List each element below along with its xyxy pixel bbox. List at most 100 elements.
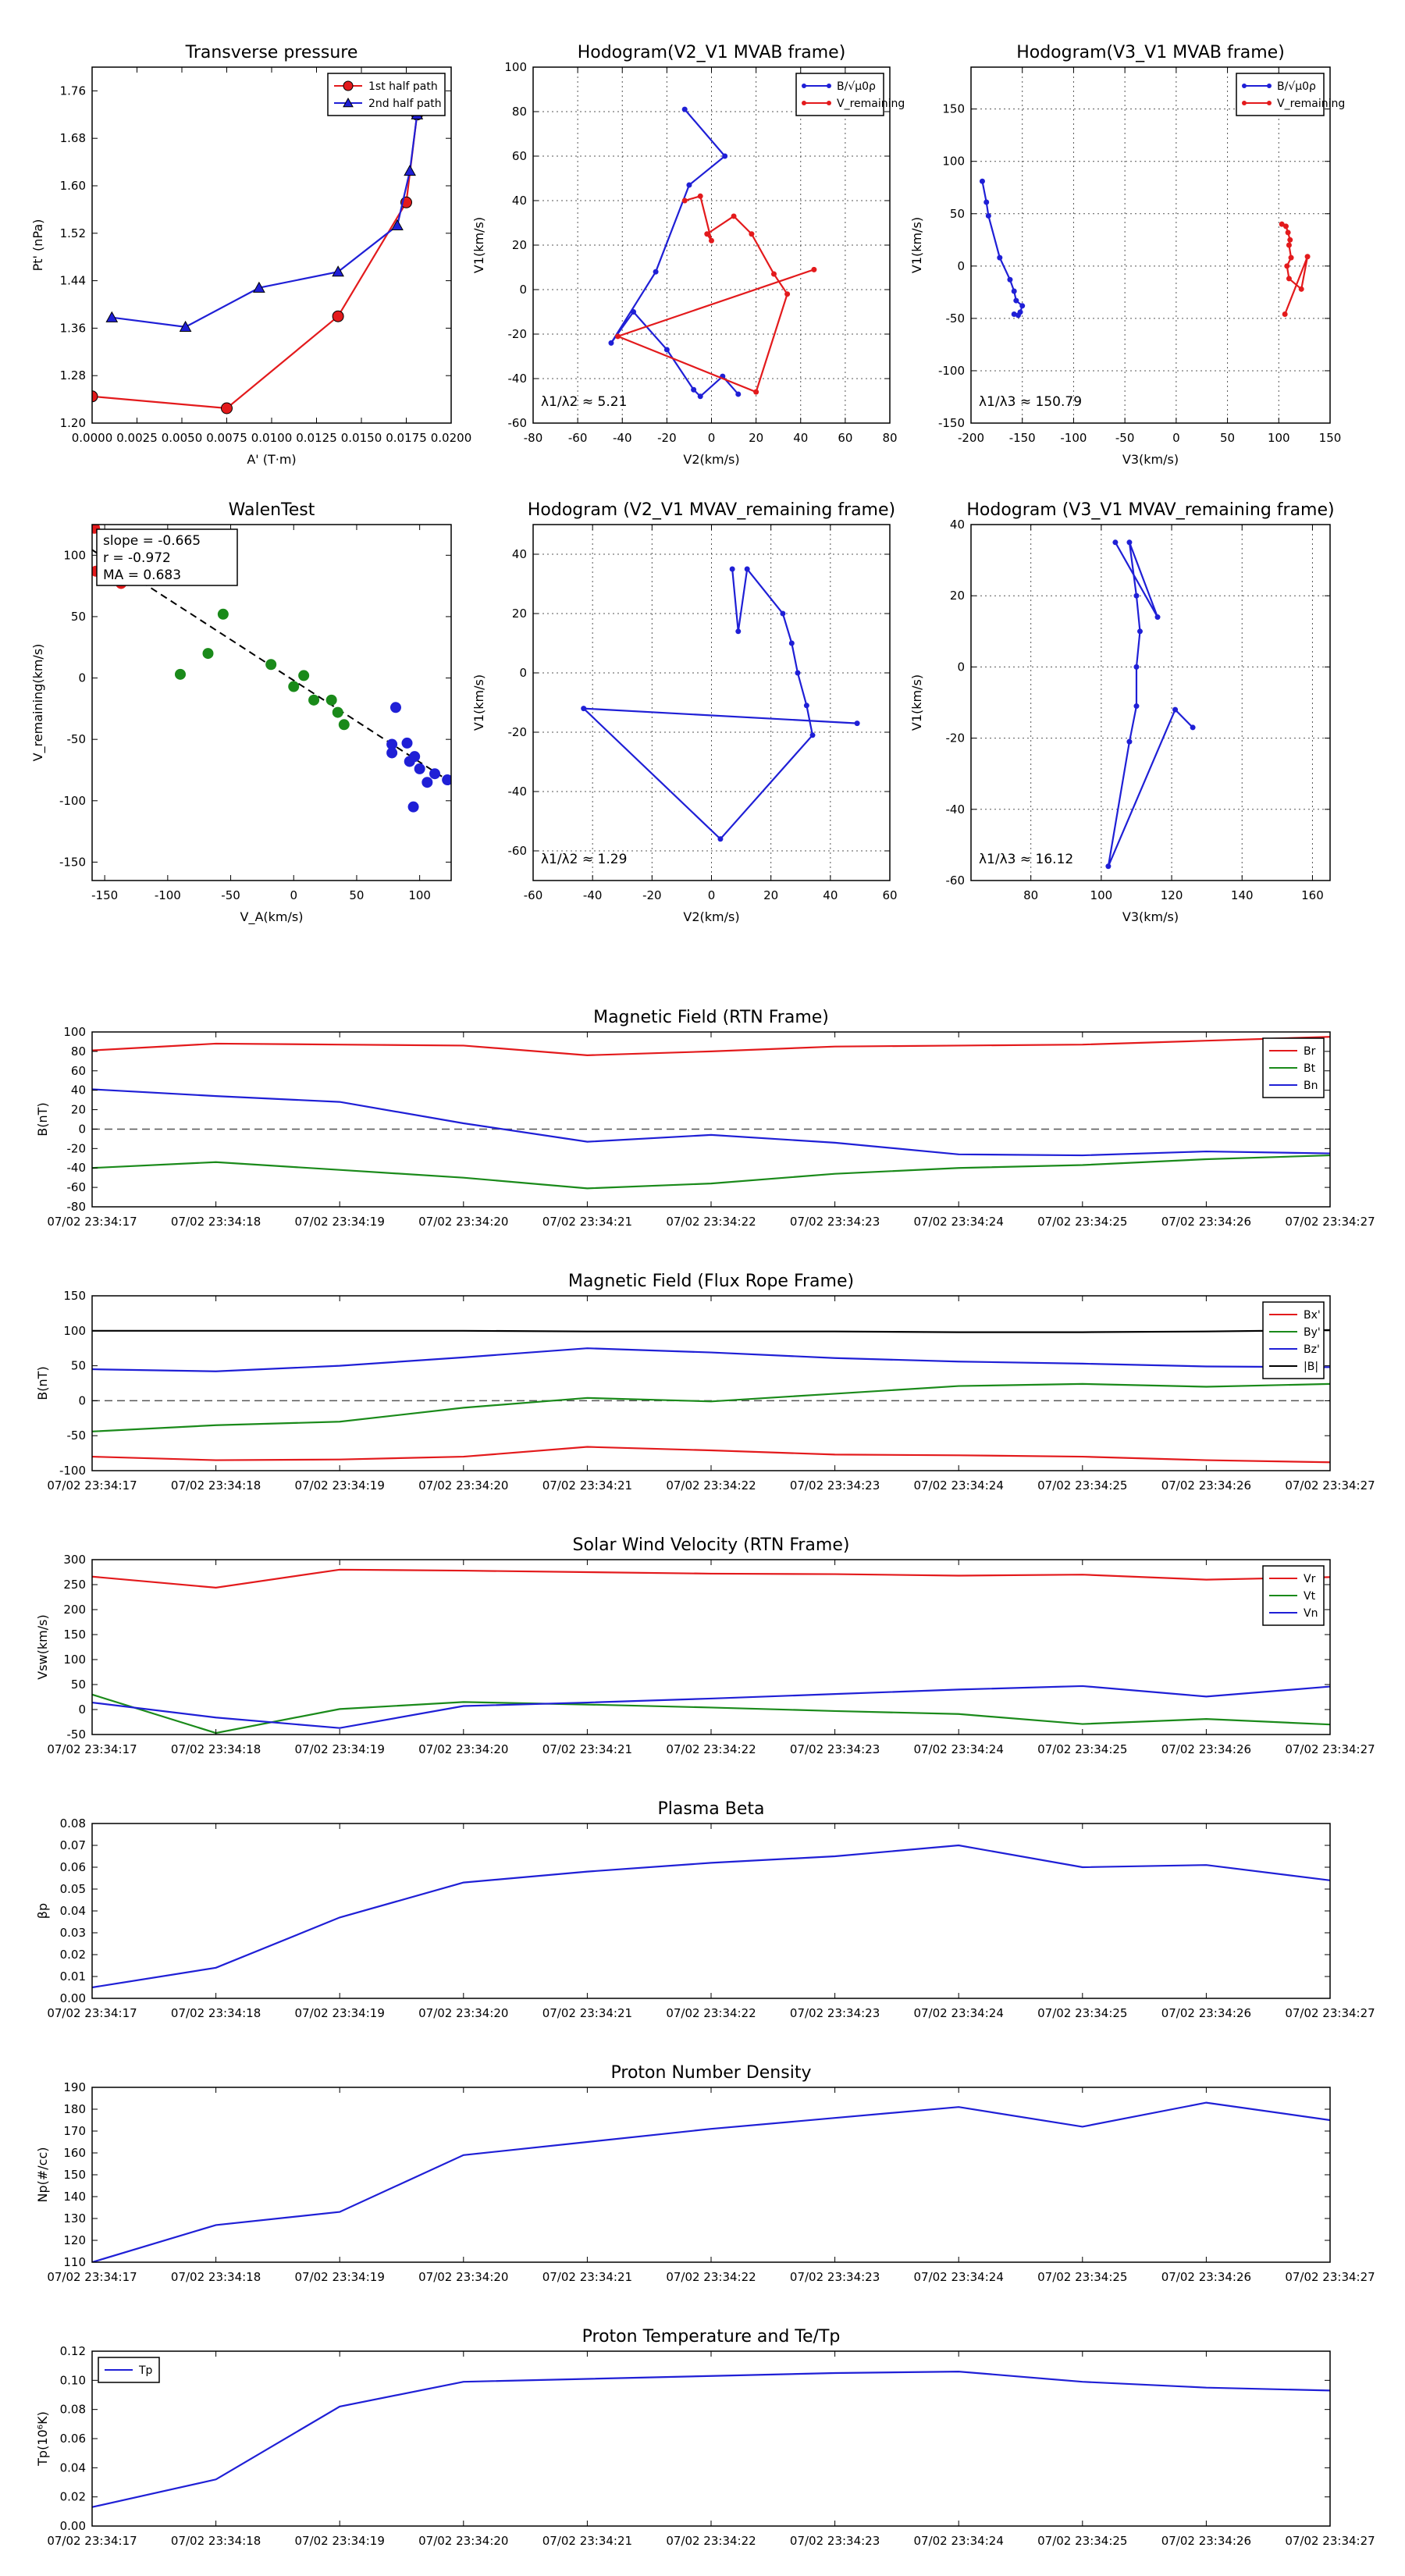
y-tick-label: 150 bbox=[942, 102, 965, 116]
x-tick-label: 80 bbox=[882, 431, 897, 445]
y-tick-label: 150 bbox=[63, 1628, 86, 1642]
y-tick-label: -100 bbox=[59, 794, 86, 808]
x-tick-label: 0.0150 bbox=[341, 431, 382, 445]
y-tick-label: 1.36 bbox=[60, 321, 86, 335]
y-tick-label: -50 bbox=[67, 1429, 87, 1443]
y-tick-label: 1.76 bbox=[60, 84, 86, 98]
x-tick-label: 07/02 23:34:20 bbox=[418, 2270, 508, 2284]
y-tick-label: 200 bbox=[63, 1603, 86, 1617]
data-point-V bbox=[780, 610, 786, 617]
axes-frame bbox=[91, 2350, 1331, 2527]
x-tick-label: 0.0100 bbox=[251, 431, 293, 445]
data-point-V bbox=[1172, 706, 1179, 713]
y-axis-label: B(nT) bbox=[35, 1366, 50, 1400]
x-axis-label: V3(km/s) bbox=[1122, 452, 1179, 467]
data-point-1st half path bbox=[92, 390, 98, 403]
chart-title: Hodogram (V3_V1 MVAV_remaining frame) bbox=[966, 500, 1334, 520]
y-tick-label: 0.01 bbox=[60, 1969, 86, 1984]
x-tick-label: 07/02 23:34:23 bbox=[790, 2006, 880, 2020]
stats-box bbox=[96, 528, 238, 586]
x-tick-label: 07/02 23:34:25 bbox=[1037, 2270, 1127, 2284]
y-tick-label: -40 bbox=[67, 1161, 87, 1175]
data-point-B/√μ0ρ bbox=[985, 212, 991, 219]
x-tick-label: 07/02 23:34:26 bbox=[1161, 1742, 1251, 1756]
y-tick-label: 100 bbox=[942, 155, 965, 169]
x-tick-label: 07/02 23:34:26 bbox=[1161, 1215, 1251, 1229]
series-line-Vn bbox=[92, 1685, 1330, 1729]
x-tick-label: 07/02 23:34:26 bbox=[1161, 1478, 1251, 1493]
x-tick-label: -60 bbox=[568, 431, 588, 445]
y-tick-label: -40 bbox=[946, 802, 966, 817]
data-point-2nd half path bbox=[253, 281, 265, 293]
data-point-B/√μ0ρ bbox=[681, 106, 688, 112]
axes-frame bbox=[91, 2087, 1331, 2263]
y-axis-label: V1(km/s) bbox=[471, 217, 486, 273]
x-tick-label: 0.0125 bbox=[296, 431, 337, 445]
data-point-V_remaining bbox=[1286, 242, 1292, 248]
x-tick-label: 07/02 23:34:25 bbox=[1037, 1478, 1127, 1493]
data-point-V_remaining bbox=[704, 231, 710, 237]
data-point-V bbox=[1126, 539, 1133, 546]
x-tick-label: 07/02 23:34:24 bbox=[914, 2006, 1004, 2020]
data-point-1st half path bbox=[332, 310, 344, 322]
legend: Bx' By' Bz' |B| bbox=[1262, 1301, 1325, 1379]
x-tick-label: 0 bbox=[290, 888, 297, 902]
x-tick-label: 07/02 23:34:26 bbox=[1161, 2534, 1251, 2548]
x-tick-label: 07/02 23:34:23 bbox=[790, 1478, 880, 1493]
x-tick-label: 20 bbox=[763, 888, 778, 902]
chart-title: Hodogram (V2_V1 MVAV_remaining frame) bbox=[528, 500, 895, 520]
x-tick-label: 07/02 23:34:22 bbox=[666, 2534, 756, 2548]
x-tick-label: 07/02 23:34:27 bbox=[1285, 1215, 1375, 1229]
series-line-B/√μ0ρ bbox=[610, 109, 739, 398]
data-point-V bbox=[1136, 628, 1143, 635]
y-tick-label: 0.02 bbox=[60, 1948, 86, 1962]
series-line-1st half path bbox=[92, 114, 418, 410]
data-point-green bbox=[308, 694, 320, 706]
y-tick-label: 40 bbox=[950, 518, 965, 532]
data-point-B/√μ0ρ bbox=[608, 340, 614, 346]
y-tick-label: 20 bbox=[950, 589, 965, 603]
x-axis-label: V3(km/s) bbox=[1122, 909, 1179, 924]
x-tick-label: 07/02 23:34:17 bbox=[47, 2270, 137, 2284]
y-tick-label: 150 bbox=[63, 2168, 86, 2182]
y-tick-label: 0 bbox=[78, 1393, 86, 1407]
data-point-B/√μ0ρ bbox=[653, 269, 659, 275]
x-tick-label: -50 bbox=[221, 888, 240, 902]
chart-b_rtn: 07/02 23:34:17 07/02 23:34:18 07/02 23:34:… bbox=[35, 1008, 1375, 1229]
x-tick-label: 07/02 23:34:21 bbox=[542, 2006, 632, 2020]
data-point-B/√μ0ρ bbox=[686, 182, 692, 188]
x-tick-label: -50 bbox=[1115, 431, 1135, 445]
data-point-blue bbox=[401, 737, 413, 749]
legend-marker bbox=[1242, 101, 1247, 105]
data-point-V bbox=[854, 720, 860, 727]
series-line-By' bbox=[92, 1382, 1330, 1432]
data-point-V_remaining bbox=[753, 389, 759, 395]
y-tick-label: 0.03 bbox=[60, 1926, 86, 1940]
eigenvalue-ratio-annotation: λ1/λ2 ≈ 5.21 bbox=[541, 394, 627, 410]
y-tick-label: -150 bbox=[938, 416, 965, 430]
data-point-V bbox=[1105, 863, 1112, 870]
x-tick-label: 07/02 23:34:27 bbox=[1285, 1478, 1375, 1493]
x-tick-label: 07/02 23:34:24 bbox=[914, 2534, 1004, 2548]
x-tick-label: 07/02 23:34:17 bbox=[47, 2006, 137, 2020]
legend-label: V_remaining bbox=[837, 98, 905, 110]
x-tick-label: 07/02 23:34:21 bbox=[542, 1478, 632, 1493]
data-point-B/√μ0ρ bbox=[1007, 276, 1013, 283]
data-point-B/√μ0ρ bbox=[722, 153, 728, 159]
y-tick-label: 80 bbox=[512, 105, 527, 119]
data-point-2nd half path bbox=[105, 311, 119, 322]
x-tick-label: 0.0025 bbox=[116, 431, 158, 445]
series-line-V_remaining bbox=[1281, 223, 1309, 315]
x-tick-label: 07/02 23:34:25 bbox=[1037, 1742, 1127, 1756]
data-point-V_remaining bbox=[697, 193, 703, 199]
y-tick-label: -40 bbox=[508, 785, 528, 799]
x-tick-label: 0 bbox=[708, 888, 716, 902]
y-tick-label: 130 bbox=[63, 2211, 86, 2226]
x-tick-label: 100 bbox=[408, 888, 431, 902]
chart-beta: 07/02 23:34:17 07/02 23:34:18 07/02 23:34:… bbox=[35, 1799, 1375, 2020]
legend-label: |B| bbox=[1304, 1361, 1318, 1373]
x-tick-label: 07/02 23:34:24 bbox=[914, 1478, 1004, 1493]
data-point-2nd half path bbox=[404, 164, 416, 176]
y-axis-label: V1(km/s) bbox=[909, 217, 924, 273]
axes-frame bbox=[91, 1295, 1331, 1471]
